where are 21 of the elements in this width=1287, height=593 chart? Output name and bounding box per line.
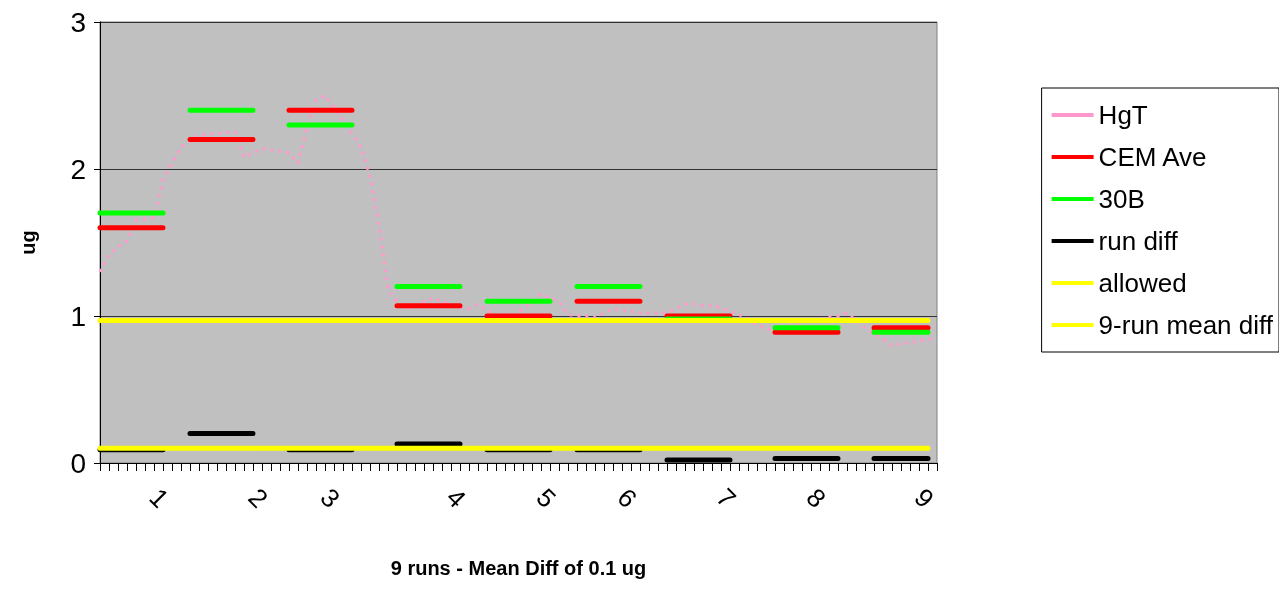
y-tick-label: 1 <box>70 300 86 332</box>
x-tick-label: 8 <box>800 482 832 514</box>
x-tick-label: 7 <box>710 482 742 514</box>
x-tick-label: 1 <box>143 482 175 514</box>
legend-label: CEM Ave <box>1098 142 1207 172</box>
y-axis-title: ug <box>17 230 39 255</box>
x-tick-label: 3 <box>314 482 346 514</box>
y-tick-label: 0 <box>70 447 86 479</box>
x-axis-title: 9 runs - Mean Diff of 0.1 ug <box>390 557 647 579</box>
x-tick-label: 2 <box>242 482 274 514</box>
legend-label: HgT <box>1098 100 1148 130</box>
legend-label: 9-run mean diff <box>1098 310 1274 340</box>
legend-label: 30B <box>1098 184 1145 214</box>
x-tick-label: 6 <box>611 482 643 514</box>
legend-label: allowed <box>1098 268 1187 298</box>
legend-label: run diff <box>1098 226 1179 256</box>
y-tick-label: 3 <box>70 6 86 38</box>
x-tick-label: 5 <box>530 482 562 514</box>
x-tick-label: 4 <box>440 482 472 514</box>
y-tick-label: 2 <box>70 153 86 185</box>
x-tick-label: 9 <box>908 482 940 514</box>
